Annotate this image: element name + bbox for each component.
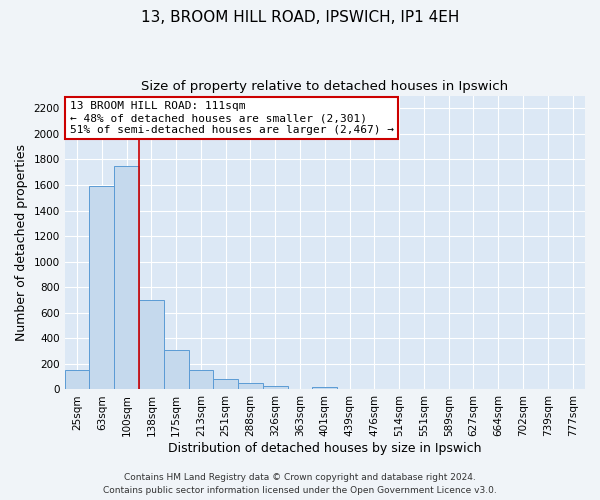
Bar <box>114 166 139 390</box>
Bar <box>164 350 188 390</box>
Bar <box>188 370 214 390</box>
Text: Contains HM Land Registry data © Crown copyright and database right 2024.
Contai: Contains HM Land Registry data © Crown c… <box>103 474 497 495</box>
Bar <box>287 389 313 390</box>
Bar <box>139 300 164 390</box>
Bar <box>313 387 337 390</box>
Bar <box>263 386 287 390</box>
X-axis label: Distribution of detached houses by size in Ipswich: Distribution of detached houses by size … <box>168 442 482 455</box>
Bar <box>214 378 238 390</box>
Bar <box>65 370 89 390</box>
Y-axis label: Number of detached properties: Number of detached properties <box>15 144 28 341</box>
Bar <box>89 186 114 390</box>
Text: 13, BROOM HILL ROAD, IPSWICH, IP1 4EH: 13, BROOM HILL ROAD, IPSWICH, IP1 4EH <box>141 10 459 25</box>
Title: Size of property relative to detached houses in Ipswich: Size of property relative to detached ho… <box>141 80 508 93</box>
Bar <box>337 389 362 390</box>
Bar <box>238 383 263 390</box>
Text: 13 BROOM HILL ROAD: 111sqm
← 48% of detached houses are smaller (2,301)
51% of s: 13 BROOM HILL ROAD: 111sqm ← 48% of deta… <box>70 102 394 134</box>
